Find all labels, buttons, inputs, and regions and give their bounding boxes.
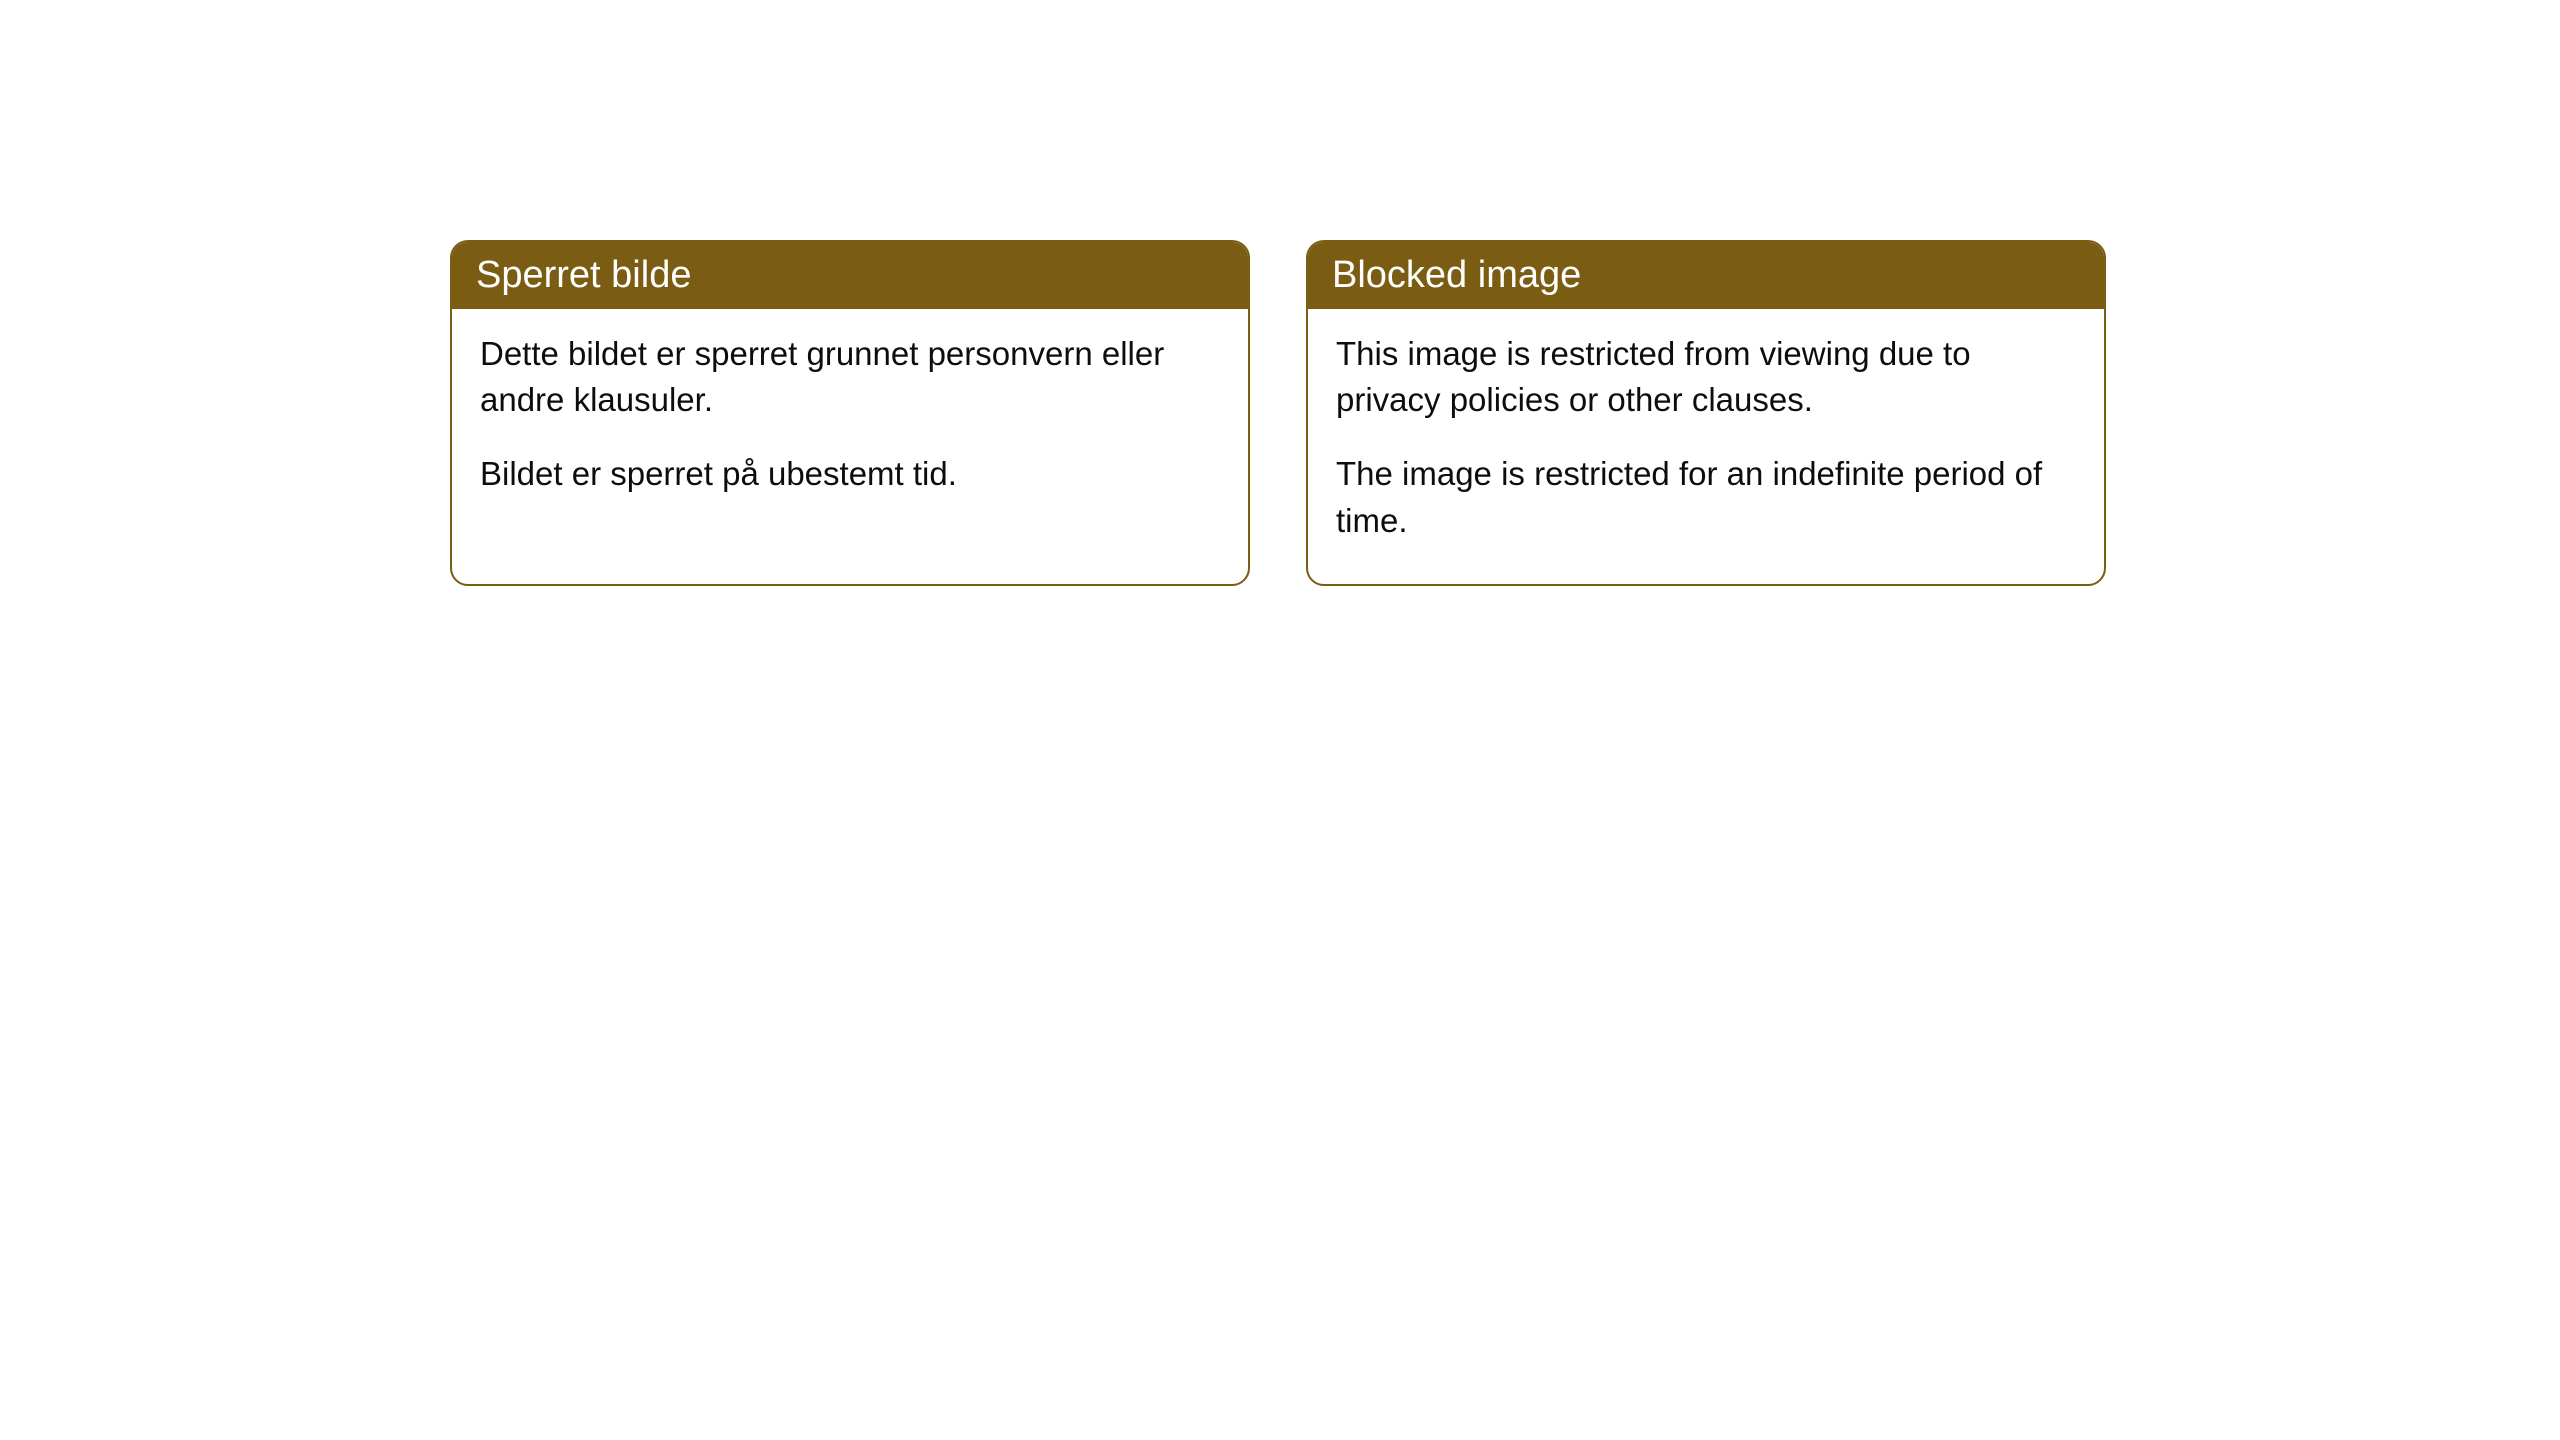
notice-cards-container: Sperret bilde Dette bildet er sperret gr… xyxy=(450,240,2110,586)
notice-card-body: Dette bildet er sperret grunnet personve… xyxy=(452,309,1248,538)
notice-card-title: Sperret bilde xyxy=(452,242,1248,309)
notice-card-title: Blocked image xyxy=(1308,242,2104,309)
notice-card-english: Blocked image This image is restricted f… xyxy=(1306,240,2106,586)
notice-paragraph: The image is restricted for an indefinit… xyxy=(1336,451,2076,543)
notice-paragraph: Bildet er sperret på ubestemt tid. xyxy=(480,451,1220,497)
notice-card-body: This image is restricted from viewing du… xyxy=(1308,309,2104,584)
notice-paragraph: This image is restricted from viewing du… xyxy=(1336,331,2076,423)
notice-paragraph: Dette bildet er sperret grunnet personve… xyxy=(480,331,1220,423)
notice-card-norwegian: Sperret bilde Dette bildet er sperret gr… xyxy=(450,240,1250,586)
